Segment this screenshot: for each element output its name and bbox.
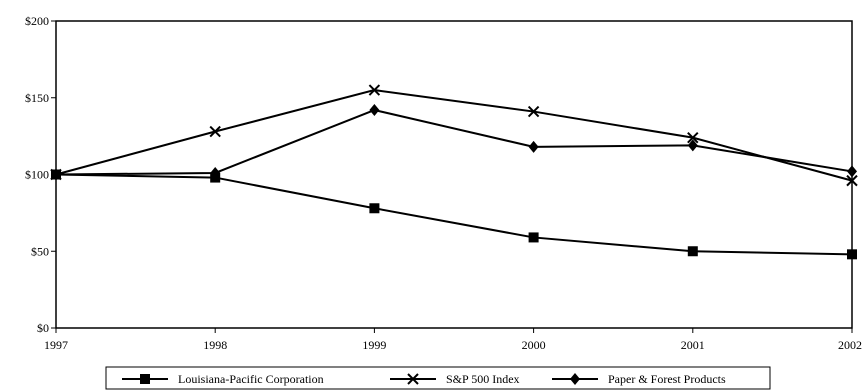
data-point — [528, 232, 539, 243]
y-tick-label: $100 — [25, 168, 49, 182]
legend-item: S&P 500 Index — [390, 372, 520, 386]
data-point — [369, 104, 380, 117]
x-tick-label: 1999 — [362, 338, 386, 352]
x-axis: 1997 1998 1999 2000 2001 2002 — [44, 328, 862, 352]
legend: Louisiana-Pacific Corporation S&P 500 Ind… — [105, 366, 771, 390]
x-tick-label: 2001 — [681, 338, 705, 352]
series-square — [51, 169, 857, 260]
x-tick-label: 2002 — [838, 338, 862, 352]
legend-label: Louisiana-Pacific Corporation — [178, 372, 324, 386]
data-point — [847, 165, 857, 178]
legend-marker — [140, 374, 150, 384]
x-tick-label: 1997 — [44, 338, 68, 352]
series-line — [55, 173, 853, 256]
x-tick-label: 2000 — [522, 338, 546, 352]
data-point — [847, 249, 857, 260]
y-tick-label: $200 — [25, 14, 49, 28]
legend-marker — [570, 373, 580, 385]
data-point — [51, 168, 61, 181]
y-tick-label: $0 — [37, 321, 49, 335]
x-tick-label: 1998 — [203, 338, 227, 352]
data-point — [368, 84, 381, 96]
legend-label: Paper & Forest Products — [608, 372, 726, 386]
y-tick-label: $150 — [25, 91, 49, 105]
data-point — [369, 203, 380, 214]
data-point — [687, 246, 698, 257]
series-line — [55, 108, 853, 176]
legend-box — [105, 366, 771, 390]
legend-item: Paper & Forest Products — [552, 372, 726, 386]
data-point — [527, 105, 540, 118]
series-line — [55, 89, 853, 182]
y-tick-label: $50 — [31, 244, 49, 258]
data-point — [687, 131, 699, 144]
data-point — [528, 140, 539, 153]
data-point — [846, 174, 858, 187]
data-point — [687, 139, 698, 152]
data-point — [209, 125, 221, 138]
legend-marker — [407, 373, 419, 385]
series-group — [50, 84, 858, 260]
legend-label: S&P 500 Index — [446, 372, 520, 386]
y-axis: $0 $50 $100 $150 $200 — [25, 14, 56, 335]
legend-item: Louisiana-Pacific Corporation — [122, 372, 324, 386]
data-point — [210, 166, 221, 179]
series-diamond — [51, 104, 857, 181]
series-x — [50, 84, 858, 187]
plot-frame — [55, 20, 853, 329]
